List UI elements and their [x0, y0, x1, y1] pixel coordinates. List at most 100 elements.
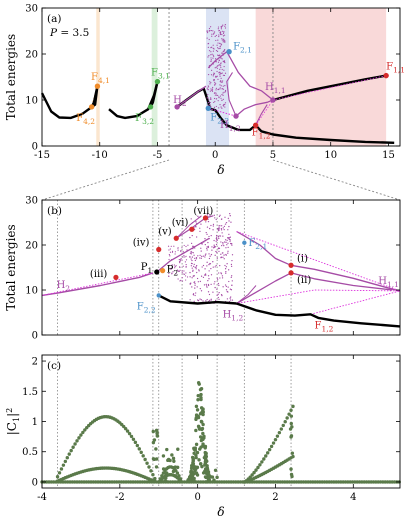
scatter-point [202, 455, 207, 460]
magenta-branch [226, 72, 237, 117]
bifurcation-marker [252, 122, 259, 128]
chaos-point [200, 290, 203, 292]
chaos-point [214, 58, 217, 60]
bifurcation-marker [270, 97, 276, 103]
chaos-point [200, 275, 203, 277]
scatter-point [44, 480, 49, 484]
chaos-point [208, 64, 211, 67]
chaos-point [200, 242, 203, 244]
scatter-point [329, 480, 334, 484]
state-marker [154, 269, 160, 275]
scatter-point [196, 398, 200, 402]
chaos-point [207, 275, 210, 277]
chaos-point [168, 264, 170, 267]
scatter-point [207, 478, 212, 482]
chaos-point [231, 244, 233, 246]
scatter-point [199, 480, 203, 484]
scatter-point [322, 480, 327, 484]
panel-label: (c) [47, 360, 61, 372]
x-tick-label: -5 [153, 150, 163, 161]
scatter-point [123, 427, 128, 431]
chaos-point [207, 245, 210, 247]
chaos-point [190, 218, 192, 220]
scatter-point [304, 480, 308, 484]
chaos-point [206, 37, 208, 39]
scatter-point [143, 480, 147, 484]
chaos-point [215, 236, 218, 238]
chaos-point [181, 272, 183, 274]
scatter-point [199, 392, 203, 397]
chaos-point [209, 104, 211, 106]
scatter-point [139, 450, 143, 455]
chaos-point [222, 41, 224, 43]
chaos-point [173, 245, 175, 247]
scatter-point [65, 456, 69, 460]
chaos-point [206, 249, 208, 251]
chaos-point [230, 265, 233, 268]
scatter-point [175, 480, 180, 484]
chaos-point [196, 271, 198, 274]
chaos-point [217, 61, 220, 63]
x-axis-label: δ [217, 505, 224, 519]
chaos-point [171, 251, 174, 253]
scatter-point [47, 480, 51, 484]
chaos-point [221, 81, 223, 83]
chaos-point [230, 221, 232, 223]
chaos-point [185, 272, 187, 274]
chaos-point [169, 255, 171, 257]
x-tick-label: 5 [270, 150, 276, 161]
chaos-point [207, 280, 209, 282]
scatter-point [210, 475, 215, 479]
chaos-point [222, 92, 224, 94]
chaos-point [218, 298, 220, 301]
chaos-point [193, 263, 195, 266]
chaos-point [223, 69, 225, 71]
chaos-point [224, 264, 226, 267]
bifurcation-marker [94, 83, 101, 89]
axes-frame [41, 7, 401, 147]
scatter-point [283, 420, 287, 424]
scatter-point [163, 479, 167, 483]
scatter-point [269, 480, 273, 484]
chaos-point [202, 300, 204, 302]
chaos-point [192, 275, 194, 277]
chaos-point [204, 256, 206, 258]
chaos-point [182, 250, 184, 253]
chaos-point [213, 239, 215, 242]
scatter-point [79, 433, 83, 437]
chaos-point [216, 65, 219, 67]
chaos-point [207, 221, 210, 223]
chaos-point [174, 251, 176, 253]
magenta-branch [236, 230, 292, 266]
chaos-point [224, 106, 226, 108]
chaos-point [170, 245, 172, 247]
scatter-point [70, 480, 75, 484]
chaos-point [183, 254, 185, 257]
chaos-point [194, 287, 196, 289]
scatter-point [171, 480, 175, 484]
chaos-point [216, 50, 219, 52]
chaos-point [177, 270, 180, 272]
chaos-point [229, 240, 231, 242]
scatter-point [258, 463, 262, 467]
chaos-point [220, 57, 222, 59]
scatter-point [201, 480, 205, 484]
scatter-point [143, 457, 147, 462]
scatter-point [161, 467, 166, 471]
scatter-point [200, 427, 204, 432]
chaos-point [169, 251, 172, 253]
scatter-point [325, 480, 329, 484]
scatter-point [133, 440, 138, 445]
y-tick-label: 0.5 [22, 447, 38, 458]
chaos-point [217, 94, 219, 97]
scatter-point [155, 429, 159, 434]
chaos-point [215, 60, 217, 63]
chaos-point [193, 281, 195, 284]
chaos-point [195, 266, 197, 268]
scatter-point [147, 465, 151, 469]
chaos-point [168, 258, 170, 261]
chaos-point [216, 277, 219, 279]
y-tick-label: 30 [25, 196, 38, 207]
chaos-point [191, 222, 194, 224]
chaos-point [231, 284, 233, 286]
